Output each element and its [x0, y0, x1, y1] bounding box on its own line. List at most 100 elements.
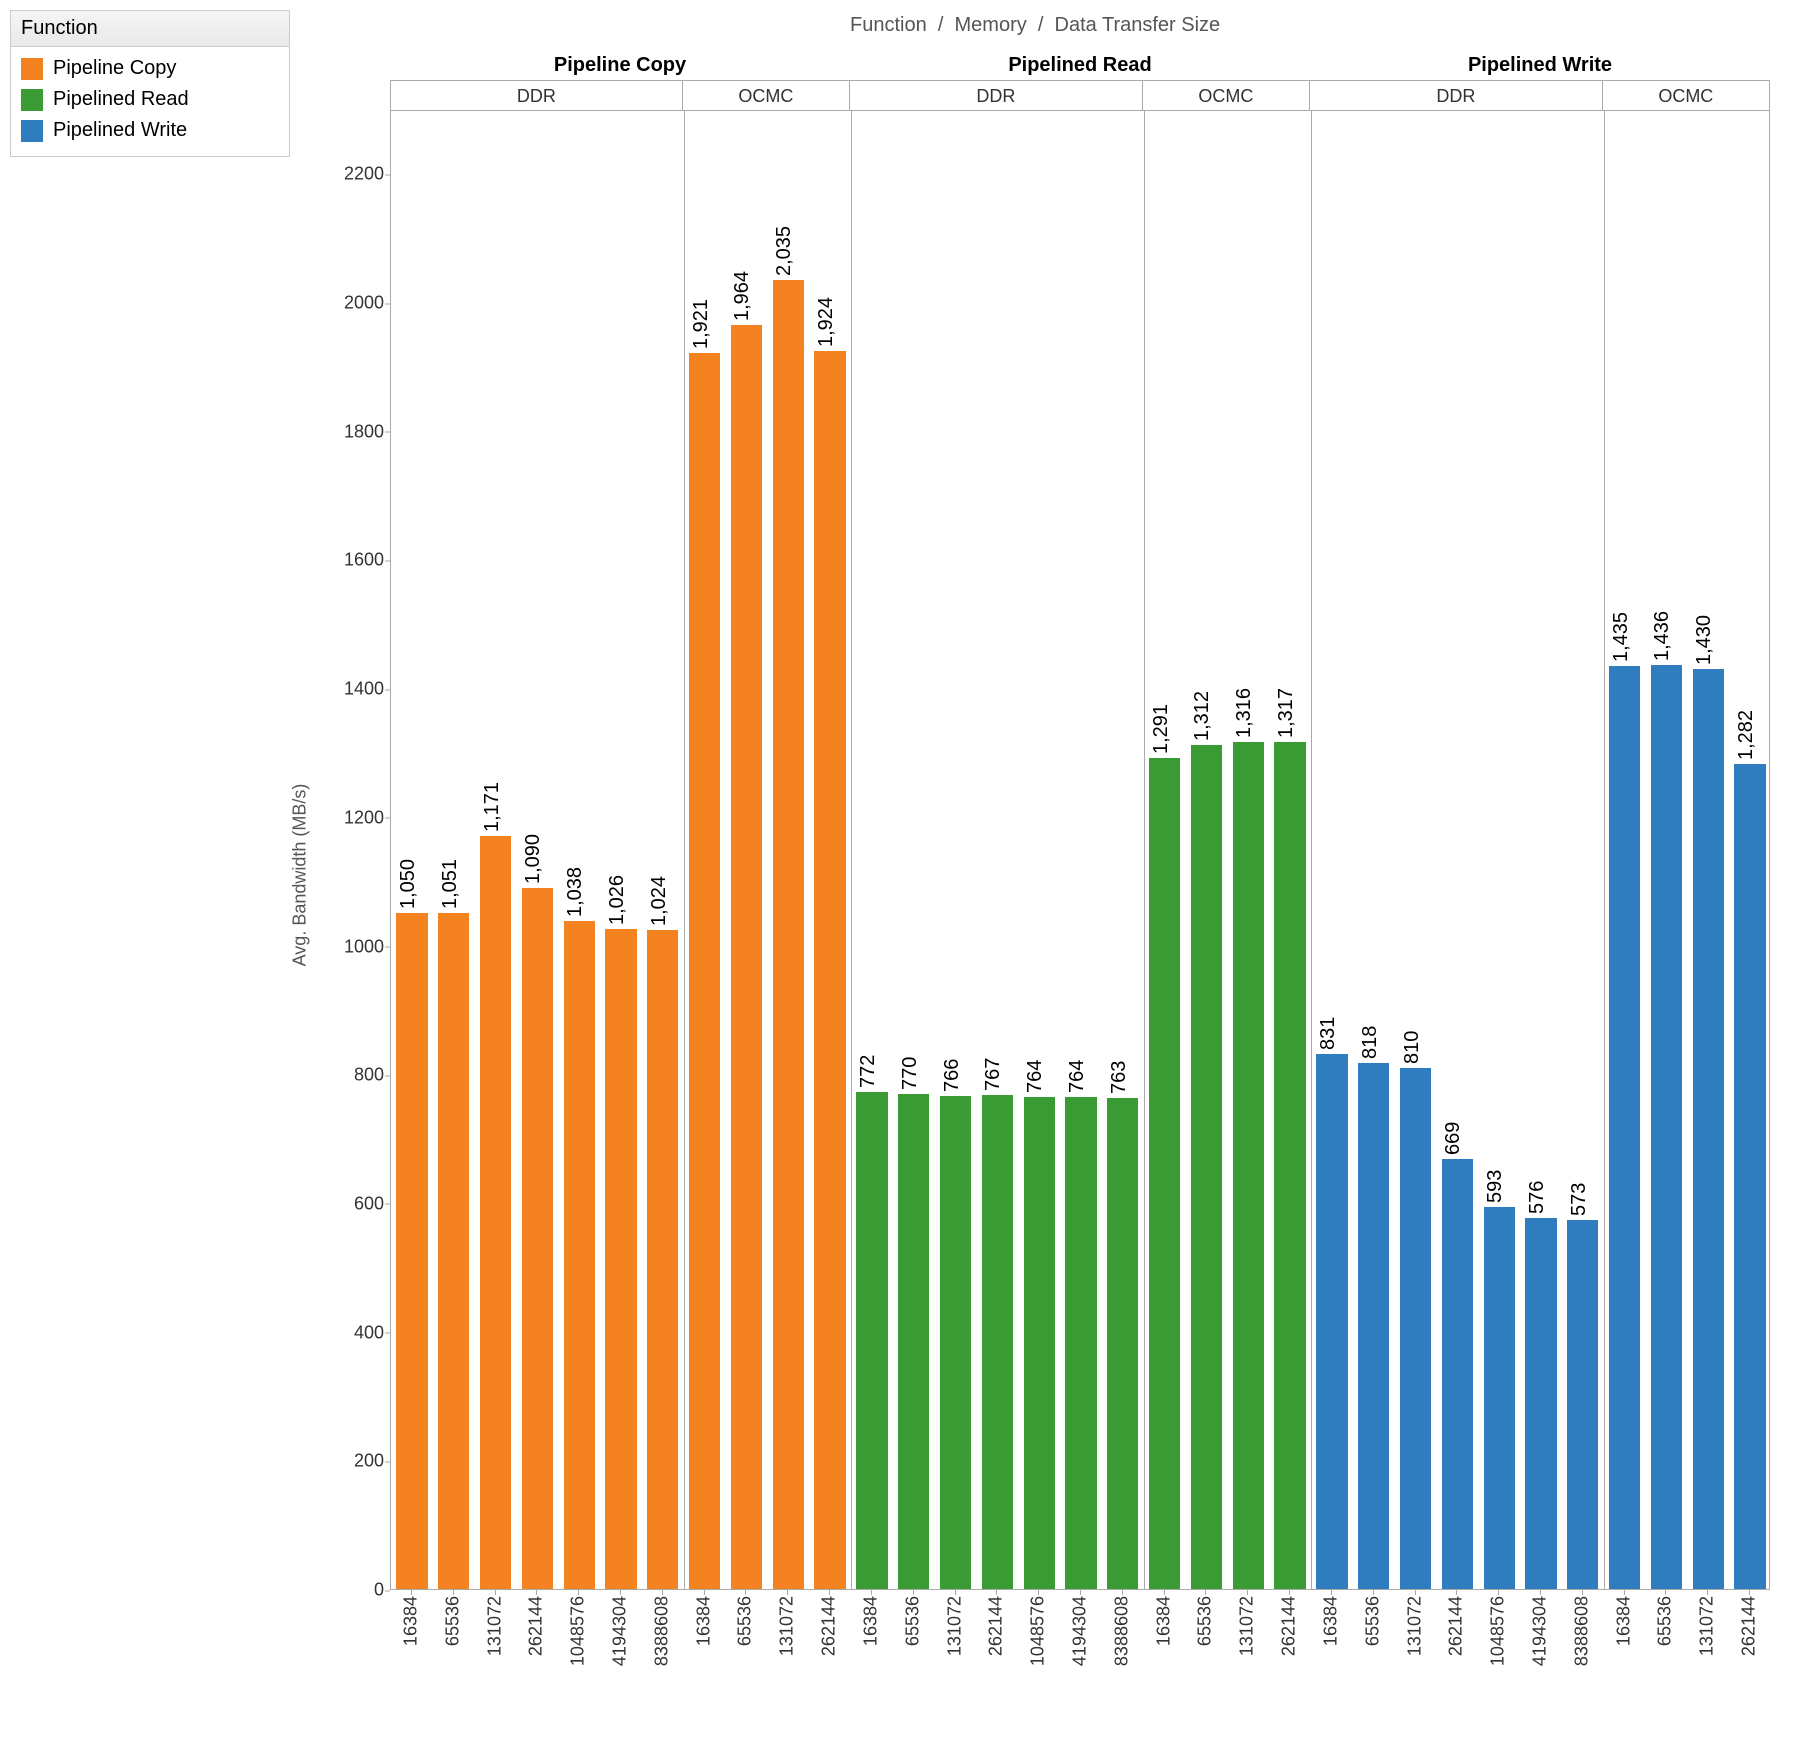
- bar[interactable]: 818: [1358, 1063, 1389, 1589]
- bar[interactable]: 1,312: [1191, 745, 1222, 1589]
- bar-value-label: 1,435: [1610, 612, 1633, 662]
- bar[interactable]: 1,291: [1149, 758, 1180, 1589]
- x-tick-mark: [913, 1590, 914, 1595]
- bar-value-label: 2,035: [773, 225, 796, 275]
- y-tick-label: 2000: [344, 293, 384, 314]
- facet-row-function: Pipeline CopyPipelined ReadPipelined Wri…: [390, 50, 1770, 80]
- bar-value-label: 1,921: [690, 299, 713, 349]
- y-tick-label: 200: [354, 1451, 384, 1472]
- y-tick-label: 400: [354, 1322, 384, 1343]
- x-tick-mark: [871, 1590, 872, 1595]
- bar[interactable]: 1,436: [1651, 665, 1682, 1589]
- x-tick-label: 1048576: [568, 1596, 589, 1666]
- legend-item[interactable]: Pipelined Read: [21, 84, 279, 115]
- x-tick-label: 262144: [819, 1596, 840, 1656]
- breadcrumb-item: Data Transfer Size: [1055, 14, 1221, 36]
- legend-item[interactable]: Pipelined Write: [21, 115, 279, 146]
- facet-memory-label: OCMC: [683, 80, 850, 110]
- x-tick-mark: [1080, 1590, 1081, 1595]
- x-tick-mark: [787, 1590, 788, 1595]
- bar[interactable]: 573: [1567, 1220, 1598, 1589]
- y-tick-label: 1800: [344, 421, 384, 442]
- bar[interactable]: 763: [1107, 1098, 1138, 1589]
- bar-value-label: 1,051: [439, 859, 462, 909]
- x-tick-mark: [1749, 1590, 1750, 1595]
- facet-memory-label: OCMC: [1143, 80, 1310, 110]
- bar-value-label: 1,024: [648, 876, 671, 926]
- facet-memory-label: OCMC: [1603, 80, 1770, 110]
- bar[interactable]: 810: [1400, 1068, 1431, 1589]
- bar-value-label: 593: [1484, 1170, 1507, 1203]
- bar[interactable]: 764: [1024, 1097, 1055, 1589]
- bar[interactable]: 772: [856, 1092, 887, 1589]
- x-tick-mark: [411, 1590, 412, 1595]
- x-tick-label: 16384: [693, 1596, 714, 1646]
- bar[interactable]: 1,024: [647, 930, 678, 1589]
- legend-swatch-icon: [21, 89, 43, 111]
- bar-value-label: 1,316: [1233, 688, 1256, 738]
- x-tick-label: 65536: [1195, 1596, 1216, 1646]
- bar[interactable]: 1,171: [480, 836, 511, 1590]
- bar-value-label: 763: [1108, 1061, 1131, 1094]
- x-tick-label: 131072: [1404, 1596, 1425, 1656]
- bar-value-label: 1,291: [1150, 704, 1173, 754]
- x-tick-mark: [620, 1590, 621, 1595]
- bar[interactable]: 770: [898, 1094, 929, 1589]
- bar[interactable]: 1,051: [438, 913, 469, 1589]
- bar-value-label: 1,050: [397, 859, 420, 909]
- bar[interactable]: 576: [1525, 1218, 1556, 1589]
- bar-value-label: 1,282: [1735, 710, 1758, 760]
- bars-layer: 1,050 1,051 1,171 1,090 1,038 1,026 1,024 1,921…: [391, 111, 1769, 1589]
- y-tick-label: 0: [374, 1580, 384, 1601]
- bar[interactable]: 767: [982, 1095, 1013, 1589]
- legend-item-label: Pipelined Write: [53, 119, 187, 142]
- x-tick-label: 65536: [735, 1596, 756, 1646]
- x-tick-label: 65536: [1362, 1596, 1383, 1646]
- x-tick-mark: [1164, 1590, 1165, 1595]
- x-tick-mark: [662, 1590, 663, 1595]
- legend-item[interactable]: Pipeline Copy: [21, 53, 279, 84]
- x-tick-mark: [1498, 1590, 1499, 1595]
- x-tick-label: 262144: [1446, 1596, 1467, 1656]
- bar[interactable]: 831: [1316, 1054, 1347, 1589]
- bar[interactable]: 1,282: [1734, 764, 1765, 1589]
- bar[interactable]: 2,035: [773, 280, 804, 1589]
- panel-divider: [1144, 111, 1145, 1589]
- bar[interactable]: 1,435: [1609, 666, 1640, 1589]
- bar[interactable]: 1,430: [1693, 669, 1724, 1589]
- x-tick-mark: [1247, 1590, 1248, 1595]
- bar[interactable]: 764: [1065, 1097, 1096, 1589]
- bar-value-label: 1,312: [1191, 691, 1214, 741]
- bar[interactable]: 1,964: [731, 325, 762, 1589]
- legend-title: Function: [11, 11, 289, 47]
- y-axis-ticks: 0200400600800100012001400160018002000220…: [330, 110, 390, 1590]
- x-tick-mark: [1540, 1590, 1541, 1595]
- bar-value-label: 1,317: [1275, 687, 1298, 737]
- x-tick-label: 1048576: [1028, 1596, 1049, 1666]
- legend-swatch-icon: [21, 120, 43, 142]
- x-tick-mark: [1665, 1590, 1666, 1595]
- x-tick-mark: [1624, 1590, 1625, 1595]
- bar[interactable]: 766: [940, 1096, 971, 1589]
- x-tick-mark: [1415, 1590, 1416, 1595]
- x-tick-mark: [1331, 1590, 1332, 1595]
- bar[interactable]: 1,317: [1274, 742, 1305, 1589]
- bar[interactable]: 1,921: [689, 353, 720, 1589]
- bar[interactable]: 593: [1484, 1207, 1515, 1589]
- x-tick-label: 131072: [1237, 1596, 1258, 1656]
- x-tick-mark: [1456, 1590, 1457, 1595]
- y-tick-label: 1400: [344, 679, 384, 700]
- bar-value-label: 1,924: [815, 297, 838, 347]
- bar[interactable]: 1,026: [605, 929, 636, 1589]
- bar[interactable]: 1,316: [1233, 742, 1264, 1589]
- x-tick-mark: [1122, 1590, 1123, 1595]
- bar[interactable]: 1,090: [522, 888, 553, 1589]
- x-tick-label: 8388608: [1571, 1596, 1592, 1666]
- bar[interactable]: 669: [1442, 1159, 1473, 1589]
- bar[interactable]: 1,038: [564, 921, 595, 1589]
- bar[interactable]: 1,050: [396, 913, 427, 1589]
- x-tick-mark: [578, 1590, 579, 1595]
- y-axis-title: Avg. Bandwidth (MB/s): [290, 784, 311, 967]
- bar[interactable]: 1,924: [814, 351, 845, 1589]
- x-tick-mark: [536, 1590, 537, 1595]
